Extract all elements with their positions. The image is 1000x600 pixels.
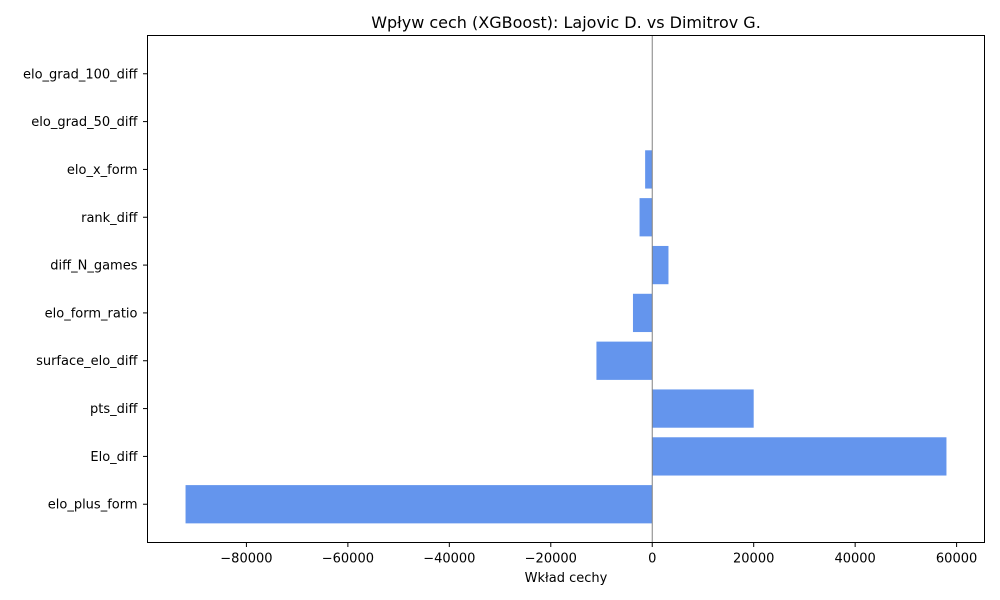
y-tick-label: elo_form_ratio xyxy=(45,306,138,321)
y-tick-label: elo_x_form xyxy=(67,163,138,178)
bar-rank_diff xyxy=(639,198,653,237)
y-axis: elo_plus_form Elo_diff pts_diff surface_elo… xyxy=(23,67,148,513)
x-tick-label: 60000 xyxy=(936,552,977,567)
bar-pts_diff xyxy=(652,389,754,428)
x-tick-label: 20000 xyxy=(733,552,774,567)
y-tick-label: elo_grad_100_diff xyxy=(23,67,139,82)
x-tick-label: −60000 xyxy=(322,552,374,567)
x-tick-label: −40000 xyxy=(423,552,475,567)
y-tick-label: elo_grad_50_diff xyxy=(31,115,138,130)
y-tick-label: rank_diff xyxy=(81,211,138,226)
chart-title: Wpływ cech (XGBoost): Lajovic D. vs Dimi… xyxy=(371,13,761,32)
y-tick-label: diff_N_games xyxy=(50,259,137,274)
bar-surface_elo_diff xyxy=(596,341,653,380)
x-axis-title: Wkład cechy xyxy=(525,571,608,586)
bar-elo_x_form xyxy=(645,150,653,189)
y-tick-label: pts_diff xyxy=(90,402,138,417)
x-tick-label: −20000 xyxy=(525,552,577,567)
bar-elo_form_ratio xyxy=(632,293,653,333)
y-tick-label: surface_elo_diff xyxy=(36,354,138,369)
x-tick-label: −80000 xyxy=(220,552,272,567)
plot-frame xyxy=(147,35,985,543)
x-tick-label: 40000 xyxy=(834,552,875,567)
bar-diff_N_games xyxy=(652,245,669,285)
y-tick-label: Elo_diff xyxy=(90,450,138,465)
y-tick-label: elo_plus_form xyxy=(48,498,138,513)
bar-elo_plus_form xyxy=(185,485,653,524)
bar-Elo_diff xyxy=(652,437,947,476)
x-axis: −80000 −60000 −40000 −20000 0 20000 40000 60000 xyxy=(220,542,977,567)
x-tick-label: 0 xyxy=(648,552,656,567)
bars-group xyxy=(185,150,947,524)
